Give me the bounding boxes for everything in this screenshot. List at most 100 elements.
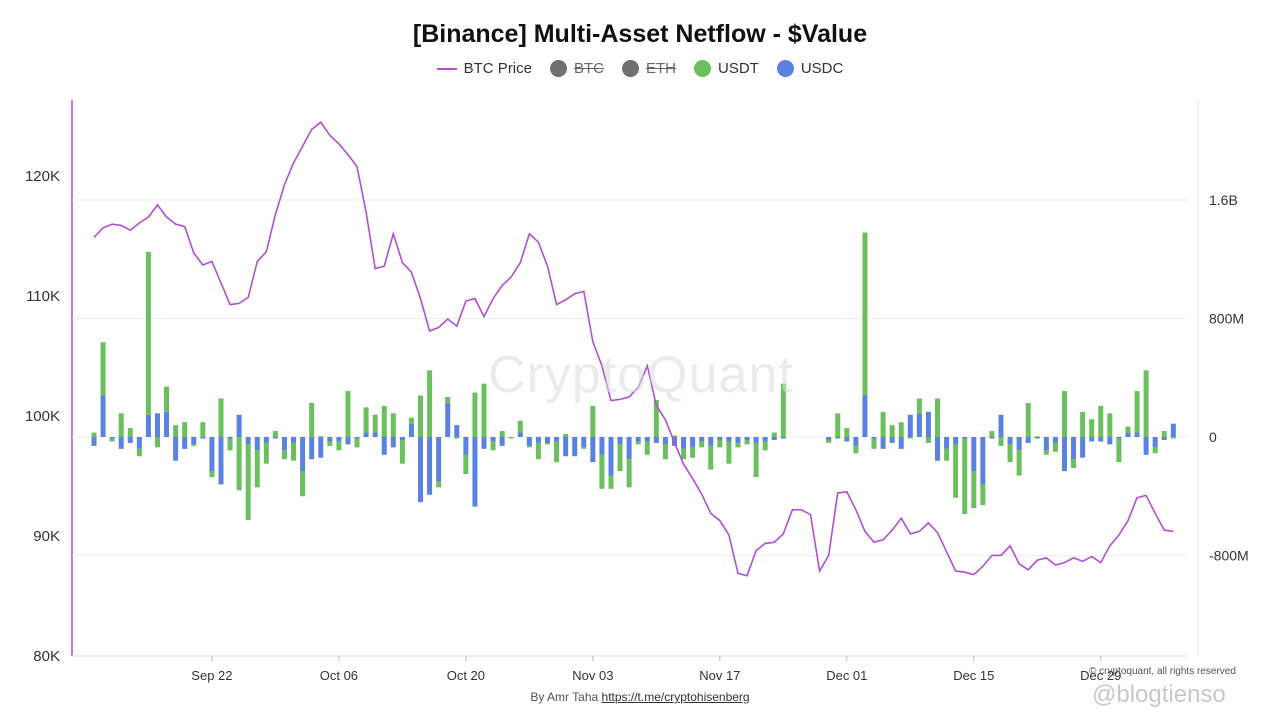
usdc-bar	[880, 437, 886, 449]
x-tick-label: Oct 06	[320, 668, 358, 683]
usdc-bar	[1016, 437, 1022, 451]
usdt-bar	[390, 413, 396, 437]
usdc-bar	[780, 437, 786, 439]
usdc-bar	[717, 437, 723, 440]
usdt-bar	[644, 441, 650, 455]
usdc-bar	[916, 413, 922, 437]
usdt-bar	[454, 437, 460, 439]
y-left-tick-label: 90K	[33, 528, 60, 545]
usdt-bar	[762, 441, 768, 451]
usdc-bar	[1034, 437, 1040, 439]
usdt-bar	[336, 441, 342, 451]
usdt-bar	[281, 450, 287, 460]
usdc-bar	[191, 437, 197, 445]
usdc-bar	[345, 437, 351, 445]
legend-item-btc-price[interactable]: BTC Price	[436, 60, 532, 77]
usdt-bar	[445, 397, 451, 403]
usdc-bar	[735, 437, 741, 443]
usdt-bar	[499, 431, 505, 437]
legend-item-usdc[interactable]: USDC	[776, 60, 843, 77]
usdc-bar	[154, 413, 160, 437]
x-tick-label: Dec 29	[1080, 668, 1121, 683]
usdt-bar	[998, 437, 1004, 446]
usdt-bar	[898, 422, 904, 437]
usdt-bar	[318, 436, 324, 438]
legend-item-eth[interactable]: ETH	[621, 60, 676, 77]
legend-line-icon	[436, 67, 457, 70]
chart-title: [Binance] Multi-Asset Netflow - $Value	[412, 20, 868, 48]
usdc-bar	[100, 395, 106, 437]
usdc-bar	[744, 437, 750, 440]
usdt-bar	[481, 383, 487, 437]
usdt-bar	[145, 251, 151, 415]
usdt-bar	[1052, 442, 1058, 452]
usdt-bar	[136, 448, 142, 457]
usdc-bar	[1025, 437, 1031, 443]
usdc-bar	[463, 437, 469, 455]
usdt-bar	[599, 454, 605, 489]
usdc-bar	[336, 437, 342, 442]
usdt-bar	[109, 438, 115, 442]
usdc-bar	[372, 432, 378, 437]
legend-item-usdt[interactable]: USDT	[693, 60, 759, 77]
usdt-bar	[771, 432, 777, 437]
usdc-bar	[681, 437, 687, 449]
usdt-bar	[925, 437, 931, 443]
usdt-bar	[399, 439, 405, 464]
usdt-bar	[127, 428, 133, 437]
usdt-bar	[272, 431, 278, 437]
usdt-bar	[254, 450, 260, 488]
usdt-bar	[871, 438, 877, 449]
usdc-bar	[1161, 437, 1167, 440]
usdc-bar	[581, 437, 587, 448]
chart-legend: BTC Price BTC ETH USDT USDC	[0, 60, 1280, 77]
usdt-bar	[753, 442, 759, 477]
usdc-bar	[835, 437, 841, 439]
usdc-bar	[309, 437, 315, 460]
usdc-bar	[662, 437, 668, 445]
usdt-bar	[944, 448, 950, 461]
usdc-bar	[408, 423, 414, 437]
usdc-bar	[998, 414, 1004, 437]
usdc-bar	[907, 414, 913, 437]
y-right-tick-label: -800M	[1209, 548, 1249, 564]
usdt-bar	[517, 420, 523, 433]
y-right-tick-label: 800M	[1209, 311, 1244, 327]
usdc-bar	[590, 437, 596, 463]
usdc-bar	[962, 437, 968, 439]
usdt-bar	[1116, 438, 1122, 463]
usdc-bar	[971, 437, 977, 472]
credit-link[interactable]: https://t.me/cryptohisenberg	[601, 690, 750, 704]
usdc-bar	[572, 437, 578, 457]
usdt-bar	[662, 444, 668, 460]
legend-item-btc[interactable]: BTC	[549, 60, 604, 77]
usdt-bar	[1080, 411, 1086, 437]
legend-label: USDT	[717, 60, 759, 77]
usdc-bar	[1125, 432, 1131, 437]
usdt-bar	[1061, 391, 1067, 437]
usdt-bar	[118, 413, 124, 437]
usdt-bar	[526, 445, 532, 448]
usdt-bar	[545, 442, 550, 445]
usdc-bar	[989, 437, 995, 439]
legend-dot-icon	[776, 60, 794, 77]
usdt-bar	[1107, 413, 1113, 437]
usdt-bar	[463, 454, 469, 475]
usdt-bar	[671, 435, 677, 437]
usdt-bar	[91, 432, 97, 437]
usdc-bar	[535, 437, 541, 443]
y-right-tick-label: 1.6B	[1209, 192, 1238, 208]
usdt-bar	[1007, 444, 1013, 463]
usdc-bar	[1152, 437, 1158, 448]
usdc-bar	[617, 437, 623, 445]
usdc-bar	[1107, 437, 1113, 445]
usdc-bar	[980, 437, 986, 485]
usdc-bar	[889, 437, 895, 443]
usdt-bar	[1125, 426, 1131, 433]
usdc-bar	[381, 437, 387, 455]
usdc-bar	[390, 437, 396, 448]
usdt-bar	[1089, 419, 1095, 437]
usdc-bar	[1007, 437, 1013, 445]
usdt-bar	[853, 445, 859, 454]
usdc-bar	[472, 437, 478, 507]
